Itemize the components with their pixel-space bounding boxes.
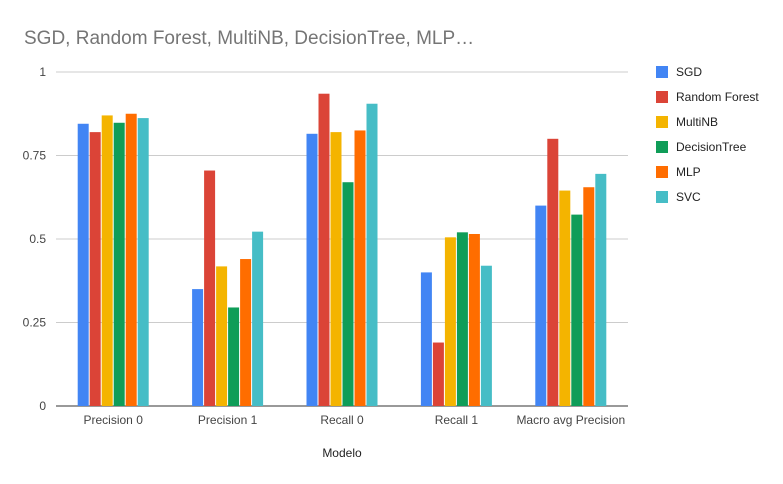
bar-mlp	[468, 233, 480, 406]
x-tick-label: Precision 0	[84, 413, 144, 427]
x-axis-label: Modelo	[322, 446, 362, 460]
bar-multinb	[559, 190, 571, 406]
y-axis-ticks: 0 0.25 0.5 0.75 1	[23, 65, 47, 413]
bar-mlp	[125, 113, 137, 406]
y-tick-label: 0.75	[23, 149, 47, 163]
legend-label: Random Forest	[676, 90, 759, 104]
legend-label: MLP	[676, 165, 701, 179]
bar-mlp	[583, 187, 595, 406]
bar-svc	[137, 118, 149, 406]
bar-random-forest	[547, 138, 559, 407]
chart-title: SGD, Random Forest, MultiNB, DecisionTre…	[24, 28, 474, 49]
legend: SGD Random Forest MultiNB DecisionTree MLP SV…	[656, 65, 759, 204]
bar-multinb	[216, 266, 228, 406]
x-tick-label: Recall 1	[435, 413, 479, 427]
x-tick-label: Precision 1	[198, 413, 258, 427]
x-tick-label: Macro avg Precision	[516, 413, 625, 427]
y-tick-label: 1	[39, 65, 46, 79]
bar-random-forest	[204, 170, 216, 406]
legend-label: MultiNB	[676, 115, 718, 129]
bar-random-forest	[432, 342, 444, 406]
y-tick-label: 0.5	[29, 232, 46, 246]
legend-swatch	[656, 191, 668, 203]
bar-multinb	[101, 115, 113, 407]
bar-svc	[480, 265, 492, 406]
bar-random-forest	[318, 93, 330, 407]
grid-lines	[56, 71, 628, 407]
bar-svc	[252, 231, 264, 406]
bar-sgd	[192, 289, 204, 406]
bar-svc	[595, 173, 607, 406]
y-tick-label: 0.25	[23, 316, 47, 330]
legend-swatch	[656, 116, 668, 128]
x-tick-label: Recall 0	[320, 413, 364, 427]
legend-label: SVC	[676, 190, 701, 204]
bar-mlp	[240, 259, 252, 406]
bar-random-forest	[89, 132, 101, 406]
bar-multinb	[444, 237, 456, 406]
legend-swatch	[656, 66, 668, 78]
legend-swatch	[656, 91, 668, 103]
y-tick-label: 0	[39, 399, 46, 413]
bar-sgd	[535, 205, 547, 406]
bar-decisiontree	[456, 232, 468, 406]
bar-decisiontree	[342, 182, 354, 406]
bar-svc	[366, 103, 378, 406]
bar-decisiontree	[113, 122, 125, 406]
bar-sgd	[306, 133, 318, 407]
bar-decisiontree	[228, 307, 240, 406]
bars	[77, 93, 607, 407]
bar-multinb	[330, 132, 342, 406]
legend-label: DecisionTree	[676, 140, 747, 154]
legend-label: SGD	[676, 65, 702, 79]
bar-mlp	[354, 130, 366, 406]
bar-decisiontree	[571, 214, 583, 406]
x-axis-ticks: Precision 0 Precision 1 Recall 0 Recall 1 Ma…	[84, 413, 626, 427]
bar-sgd	[77, 123, 89, 407]
legend-swatch	[656, 166, 668, 178]
bar-sgd	[420, 272, 432, 406]
legend-swatch	[656, 141, 668, 153]
